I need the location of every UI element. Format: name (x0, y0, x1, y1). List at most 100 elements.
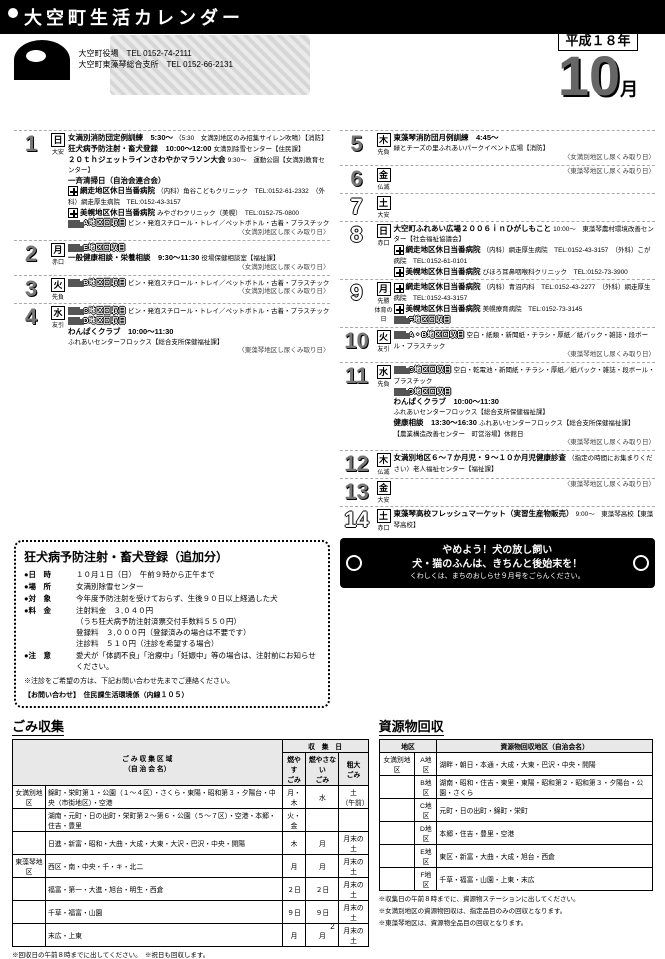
day-number: 1 (14, 133, 48, 155)
event: 【農業構造改善センター 町営浴場】休館日 (394, 429, 656, 440)
garbage-section: ごみ収集 ご み 収 集 区 域（自 治 会 名）収 集 日 燃やすごみ燃やさな… (12, 712, 369, 959)
notice-footnote: ※注診をご希望の方は、下記お問い合わせ先までご連絡ください。 (24, 676, 320, 686)
event: C地区回収日 空白・乾電池・新聞紙・チラシ・厚紙／紙パック・雑誌・段ボール・プラ… (394, 365, 656, 387)
truck-icon (68, 220, 80, 228)
notice-title: 狂犬病予防注射・畜犬登録（追加分） (24, 548, 320, 565)
hospital-icon (394, 283, 404, 293)
event: 東藻琴高校フレッシュマーケット（実習生産物販売） 9:00～ 東藻琴高校【東藻琴… (394, 509, 656, 531)
event: C地区回収日 ビン・発泡スチロール・トレイ／ペットボトル・古着・プラスチック (68, 306, 330, 317)
table-note: ※収集日の午前８時までに、資源物ステーションに出してください。 (379, 893, 653, 903)
notice-label: ●場 所 (24, 581, 72, 592)
event: 網走地区休日当番病院 （内科）青沼内科 TEL:0152-43-2277 （外科… (394, 282, 656, 304)
contact-list: 大空町役場 TEL 0152-74-2111 大空町東藻琴総合支所 TEL 01… (79, 49, 233, 71)
day-events: B地区回収日 ビン・発泡スチロール・トレイ／ペットボトル・古着・プラスチック〈女… (68, 278, 330, 298)
notice-contact: 【お問い合わせ】 住民課生活環境係（内線１０５） (24, 690, 320, 700)
day-events: 網走地区休日当番病院 （内科）青沼内科 TEL:0152-43-2277 （外科… (394, 282, 656, 324)
day-number: 11 (340, 365, 374, 387)
day-number: 13 (340, 481, 374, 503)
day-weekday: 日赤口 (374, 224, 394, 247)
truck-icon (394, 316, 406, 324)
event: 東藻琴消防団月例訓練 4:45～ 緑とチーズの里ふれあいパークイベント広場【消防… (394, 133, 656, 154)
event: F地区回収日 (394, 315, 656, 325)
banner-line: 犬・猫のふんは、きちんと後始末を！ (348, 558, 648, 572)
day-number: 9 (340, 282, 374, 304)
day-number: 10 (340, 330, 374, 352)
event: 健康相談 13:30～16:30 ふれあいセンターフロックス【総合支所保健福祉課… (394, 418, 656, 429)
event: 美幌地区休日当番病院 びほろ耳鼻咽喉科クリニック TEL:0152-73-390… (394, 267, 656, 278)
day-row: 12 木仏滅 女満別地区６～７か月児・９～１０か月児健康診査 （指定の時間にお集… (340, 450, 656, 478)
header: 大空町生活カレンダー 大空町役場 TEL 0152-74-2111 大空町東藻琴… (0, 0, 665, 130)
event: 一般健康相談・栄養相談 9:30～11:30 役場保健相談室【福祉課】 (68, 253, 330, 264)
event: A・B地区回収日 空白・紙類・新聞紙・チラシ・厚紙／紙パック・雑誌・段ボール・プ… (394, 330, 656, 352)
banner-line: やめよう！犬の放し飼い (348, 544, 648, 558)
event: 網走地区休日当番病院 （内科）角谷こどもクリニック TEL:0152-61-23… (68, 186, 330, 208)
notice-value: 今年度予防注射を受けておらず、生後９０日以上経過した犬 (76, 593, 320, 604)
day-number: 5 (340, 133, 374, 155)
event: B地区回収日 ビン・発泡スチロール・トレイ／ペットボトル・古着・プラスチック (68, 278, 330, 289)
day-weekday: 火先負 (48, 278, 68, 301)
event: 美幌地区休日当番病院 美幌療育病院 TEL:0152-73-3145 (394, 304, 656, 315)
day-events: 女満別消防団定例訓練 5:30～ （5:30 女満別地区のみ招集サイレン吹鳴）【… (68, 133, 330, 238)
event: ２０ｔｈジェットラインさわやかマラソン大会 9:30～ 運動公園【女満別教育セン… (68, 155, 330, 177)
recycle-section: 資源物回収 地区資源物回収地区（自治会名）女満別地区A地区湖畔・朝日・本通・大成… (379, 712, 653, 959)
day-note: 〈女満別地区し尿くみ取り日〉 (68, 264, 330, 273)
day-row: 13 金大安 〈東藻琴地区し尿くみ取り日〉 (340, 478, 656, 506)
truck-icon (68, 317, 80, 325)
day-number: 4 (14, 306, 48, 328)
hospital-icon (394, 245, 404, 255)
day-number: 14 (340, 509, 374, 531)
day-row: 5 木先負 東藻琴消防団月例訓練 4:45～ 緑とチーズの里ふれあいパークイベン… (340, 130, 656, 165)
day-events: 大空町ふれあい広場２００６ｉｎひがしもこと 10:00～ 東藻琴農村環境改善セン… (394, 224, 656, 278)
event: D地区回収日 (68, 316, 330, 326)
day-events: C地区回収日 ビン・発泡スチロール・トレイ／ペットボトル・古着・プラスチックD地… (68, 306, 330, 357)
event: E地区回収日 (68, 243, 330, 253)
day-weekday: 木先負 (374, 133, 394, 156)
notice-label: ●対 象 (24, 593, 72, 604)
day-note: 〈東藻琴地区し尿くみ取り日〉 (394, 481, 656, 490)
hospital-icon (394, 304, 404, 314)
day-events: 〈東藻琴地区し尿くみ取り日〉 (394, 168, 656, 177)
truck-icon (394, 366, 406, 374)
event: 美幌地区休日当番病院 みやざわクリニック（美幌） TEL:0152-75-080… (68, 208, 330, 219)
notice-value: 女満別除雪センター (76, 581, 320, 592)
day-row: 2 月赤口 E地区回収日一般健康相談・栄養相談 9:30～11:30 役場保健相… (14, 240, 330, 275)
event: わんぱくクラブ 10:00～11:30 ふれあいセンターフロックス【総合支所保健… (394, 397, 656, 418)
day-weekday: 月先勝体育の日 (374, 282, 394, 323)
day-number: 7 (340, 196, 374, 218)
day-row: 6 金仏滅 〈東藻琴地区し尿くみ取り日〉 (340, 165, 656, 193)
calendar-column-left: 1 日大安 女満別消防団定例訓練 5:30～ （5:30 女満別地区のみ招集サイ… (14, 130, 330, 534)
day-weekday: 水友引 (48, 306, 68, 329)
event: 女満別地区６～７か月児・９～１０か月児健康診査 （指定の時間にお集まりください）… (394, 453, 656, 475)
truck-icon (394, 388, 406, 396)
day-events: 東藻琴高校フレッシュマーケット（実習生産物販売） 9:00～ 東藻琴高校【東藻琴… (394, 509, 656, 531)
event: 一斉清掃日（自治会連合会） (68, 176, 330, 186)
event: わんぱくクラブ 10:00～11:30 ふれあいセンターフロックス【総合支所保健… (68, 327, 330, 348)
notice-value: 愛犬が「体調不良」「治療中」「妊娠中」等の場合は、注射前にお知らせください。 (76, 650, 320, 672)
day-number: 3 (14, 278, 48, 300)
table-note: ※東藻琴地区は、資源物全品目の回収となります。 (379, 917, 653, 927)
day-weekday: 金仏滅 (374, 168, 394, 191)
hospital-icon (394, 267, 404, 277)
day-weekday: 木仏滅 (374, 453, 394, 476)
day-number: 8 (340, 224, 374, 246)
truck-icon (68, 307, 80, 315)
truck-icon (394, 331, 406, 339)
pet-manner-banner: やめよう！犬の放し飼い 犬・猫のふんは、きちんと後始末を！ くわしくは、まちのお… (340, 538, 656, 588)
day-row: 10 火友引 A・B地区回収日 空白・紙類・新聞紙・チラシ・厚紙／紙パック・雑誌… (340, 327, 656, 362)
day-events: E地区回収日一般健康相談・栄養相談 9:30～11:30 役場保健相談室【福祉課… (68, 243, 330, 273)
notice-value: １０月１日（日） 午前９時から正午まで (76, 569, 320, 580)
notice-label: ●料 金 (24, 605, 72, 649)
day-number: 6 (340, 168, 374, 190)
section-title: ごみ収集 (12, 716, 64, 736)
day-weekday: 月赤口 (48, 243, 68, 266)
notice-label: ●注 意 (24, 650, 72, 672)
event: 網走地区休日当番病院 （内科）網走厚生病院 TEL:0152-43-3157 （… (394, 245, 656, 267)
day-row: 7 土大安 (340, 193, 656, 221)
logo-block: 大空町役場 TEL 0152-74-2111 大空町東藻琴総合支所 TEL 01… (14, 40, 233, 80)
table-note: ※女満別地区の資源物回収は、指定品目のみの回収となります。 (379, 905, 653, 915)
day-number: 12 (340, 453, 374, 475)
day-note: 〈東藻琴地区し尿くみ取り日〉 (394, 168, 656, 177)
day-weekday: 日大安 (48, 133, 68, 156)
truck-icon (68, 279, 80, 287)
day-number: 2 (14, 243, 48, 265)
